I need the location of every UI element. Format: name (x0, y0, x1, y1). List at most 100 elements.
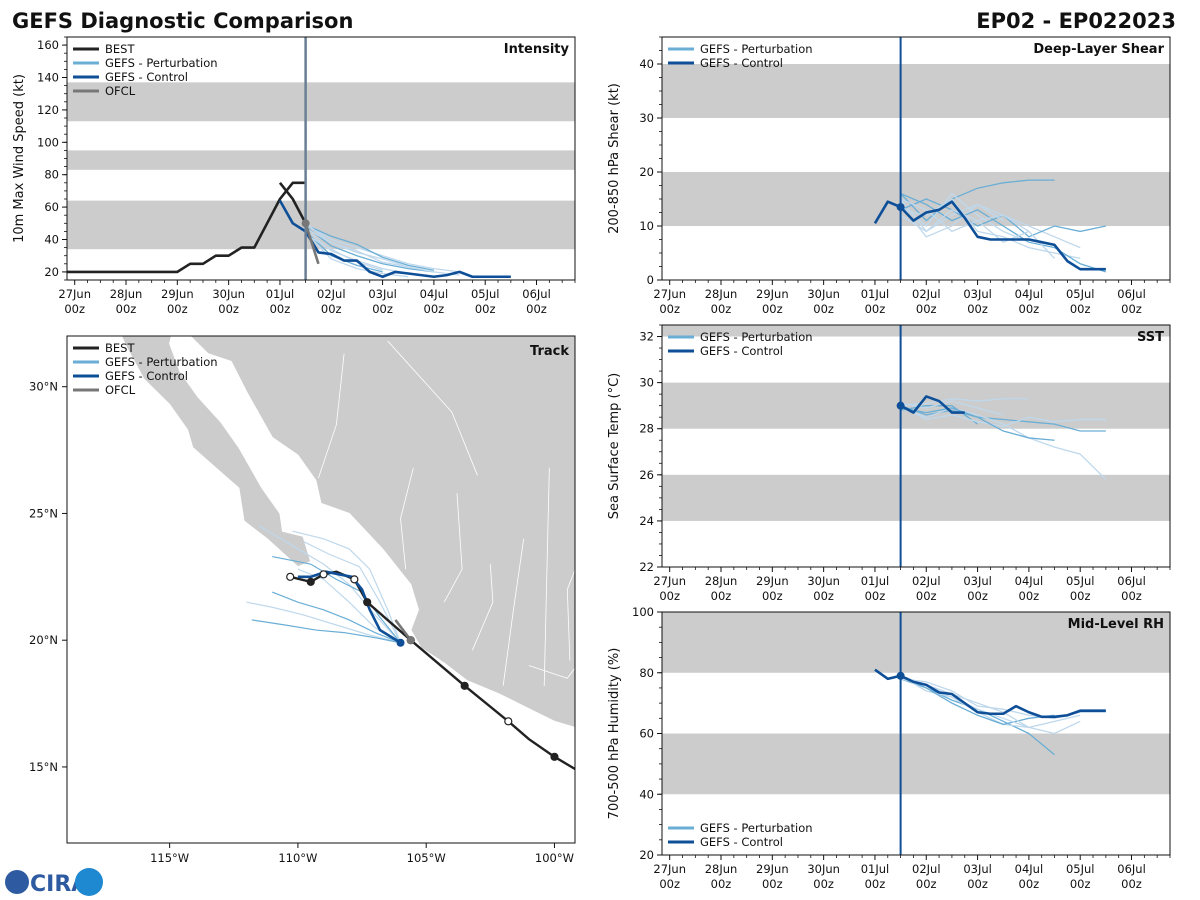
x-tick-label: 04Jul (1015, 862, 1044, 876)
x-tick-label: 115°W (150, 851, 189, 865)
best-track-marker (363, 598, 372, 607)
x-tick-label: 03Jul (368, 287, 397, 301)
perturbation-track (272, 591, 401, 644)
x-tick-label: 01Jul (266, 287, 295, 301)
x-tick-label: 03Jul (963, 574, 992, 588)
legend-label: BEST (105, 341, 135, 355)
threshold-band (67, 150, 575, 170)
plot-background (662, 325, 1170, 567)
perturbation-line (305, 222, 460, 273)
init-marker (896, 671, 905, 680)
track-panel: 115°W 110°W 105°W 100°W 15°N 20°N 25°N 30°N Trac… (29, 335, 576, 865)
x-tick-label: 28Jun (705, 574, 738, 588)
x-tick-sublabel: 00z (1019, 302, 1040, 316)
best-track-marker (306, 577, 315, 586)
x-tick-sublabel: 00z (475, 302, 496, 316)
perturbation-line (900, 198, 1056, 259)
perturbation-line (900, 198, 1081, 249)
perturbation-line (900, 405, 1106, 428)
ofcl-init-marker (406, 636, 415, 645)
x-tick-sublabel: 00z (270, 302, 291, 316)
perturbation-line (900, 405, 978, 425)
y-tick-label: 20 (639, 165, 654, 179)
x-tick-sublabel: 00z (916, 302, 937, 316)
x-tick-label: 06Jul (1117, 574, 1146, 588)
x-tick-sublabel: 00z (659, 302, 680, 316)
perturbation-track (302, 540, 402, 644)
x-tick-sublabel: 00z (813, 302, 834, 316)
x-tick-label: 01Jul (861, 574, 890, 588)
control-line (899, 395, 965, 414)
y-tick-label: 30°N (29, 380, 58, 394)
x-tick-label: 29Jun (756, 287, 789, 301)
state-border (318, 353, 345, 479)
x-tick-sublabel: 00z (1019, 877, 1040, 891)
y-tick-label: 30 (639, 376, 654, 390)
y-tick-label: 26 (639, 468, 654, 482)
x-tick-label: 30Jun (807, 862, 840, 876)
threshold-band (662, 325, 1170, 337)
legend-label: GEFS - Perturbation (700, 42, 813, 56)
threshold-band (662, 612, 1170, 673)
x-tick-sublabel: 00z (1019, 589, 1040, 603)
perturbation-line (305, 222, 409, 268)
y-tick-label: 100 (37, 135, 59, 149)
x-tick-label: 05Jul (1066, 574, 1095, 588)
threshold-band (662, 64, 1170, 118)
state-border (528, 665, 575, 679)
x-tick-sublabel: 00z (218, 302, 239, 316)
sst-panel: 22242628303227Jun00z28Jun00z29Jun00z30Ju… (607, 324, 1171, 603)
threshold-band (67, 200, 575, 250)
figure-title: GEFS Diagnostic Comparison (12, 9, 353, 33)
y-tick-label: 40 (44, 233, 59, 247)
perturbation-line (305, 234, 383, 271)
y-tick-label: 32 (639, 330, 654, 344)
x-tick-sublabel: 00z (762, 589, 783, 603)
legend-label: GEFS - Control (105, 70, 188, 84)
control-track (297, 570, 402, 644)
legend-label: GEFS - Perturbation (700, 821, 813, 835)
state-border (566, 568, 575, 661)
panel-title: Track (530, 344, 569, 359)
y-tick-label: 22 (639, 560, 654, 574)
perturbation-line (305, 224, 435, 271)
y-tick-label: 28 (639, 422, 654, 436)
rh-panel: 2040608010027Jun00z28Jun00z29Jun00z30Jun… (607, 605, 1171, 891)
legend-label: OFCL (105, 84, 136, 98)
y-tick-label: 15°N (29, 760, 58, 774)
x-tick-sublabel: 00z (865, 302, 886, 316)
y-tick-label: 30 (639, 111, 654, 125)
x-tick-label: 04Jul (1015, 574, 1044, 588)
x-tick-sublabel: 00z (711, 877, 732, 891)
perturbation-line (900, 179, 1055, 222)
best-line (67, 181, 306, 274)
logo-seal-icon (75, 868, 103, 896)
y-axis-label: 10m Max Wind Speed (kt) (12, 74, 27, 243)
intensity-panel: 2040608010012014016027Jun00z28Jun00z29Ju… (12, 36, 576, 316)
perturbation-line (900, 407, 1055, 441)
shear-panel: 01020304027Jun00z28Jun00z29Jun00z30Jun00… (607, 36, 1171, 316)
x-tick-label: 04Jul (1015, 287, 1044, 301)
control-init-marker (396, 638, 405, 647)
legend-label: GEFS - Control (700, 56, 783, 70)
init-marker (896, 401, 905, 410)
x-tick-label: 05Jul (1066, 862, 1095, 876)
perturbation-line (305, 226, 434, 273)
x-tick-label: 02Jul (912, 287, 941, 301)
y-tick-label: 60 (44, 200, 59, 214)
y-tick-label: 140 (37, 71, 59, 85)
x-tick-sublabel: 00z (711, 302, 732, 316)
perturbation-line (900, 675, 1055, 726)
y-tick-label: 20 (44, 265, 59, 279)
best-line (278, 181, 307, 224)
state-border (400, 467, 414, 570)
x-tick-sublabel: 00z (1070, 877, 1091, 891)
y-tick-label: 160 (37, 38, 59, 52)
panel-title: Deep-Layer Shear (1033, 42, 1164, 57)
x-tick-sublabel: 00z (916, 589, 937, 603)
x-tick-sublabel: 00z (967, 302, 988, 316)
y-tick-label: 10 (639, 219, 654, 233)
x-tick-sublabel: 00z (813, 877, 834, 891)
x-tick-sublabel: 00z (424, 302, 445, 316)
storm-id: EP02 - EP022023 (976, 9, 1176, 33)
